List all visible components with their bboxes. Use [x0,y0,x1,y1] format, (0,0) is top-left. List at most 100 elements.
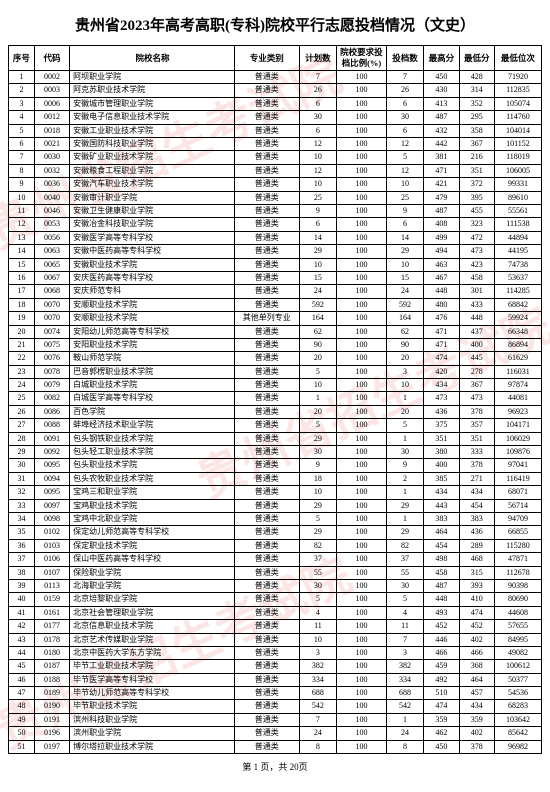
col-header-name: 院校名称 [70,46,235,71]
table-cell: 0177 [34,620,69,633]
table-cell: 毕节工业职业技术学院 [70,660,235,673]
table-cell: 467 [424,271,459,284]
table-row: 60021安徽国防科技职业学院普通类1210012442367101152 [9,138,542,151]
table-cell: 380 [424,446,459,459]
table-cell: 487 [424,111,459,124]
table-cell: 100 [337,499,386,512]
table-cell: 100 [337,472,386,485]
table-cell: 457 [459,687,494,700]
table-cell: 71920 [494,71,541,84]
table-cell: 492 [424,673,459,686]
table-cell: 普通类 [234,218,299,231]
table-cell: 100 [337,298,386,311]
table-cell: 0021 [34,138,69,151]
table-row: 330097宝鸡职业技术学院普通类291002944345456714 [9,499,542,512]
table-cell: 45 [9,660,35,673]
table-cell: 0191 [34,713,69,726]
table-cell: 448 [459,312,494,325]
table-cell: 30 [299,446,337,459]
table-cell: 115280 [494,539,541,552]
table-cell: 保山中医药高等专科学校 [70,553,235,566]
table-cell: 448 [424,593,459,606]
table-cell: 100 [337,446,386,459]
table-cell: 436 [459,526,494,539]
table-body: 10002阿坝职业学院普通类710074504287192020003阿克苏职业… [9,71,542,754]
table-cell: 安顺职业技术学院 [70,312,235,325]
table-cell: 34 [9,512,35,525]
table-cell: 6 [9,138,35,151]
table-row: 450187毕节工业职业技术学院普通类382100382459368100612 [9,660,542,673]
table-cell: 118019 [494,151,541,164]
table-row: 210075安阳职业技术学院普通类901009047140086894 [9,338,542,351]
table-cell: 7 [299,713,337,726]
table-cell: 100 [337,205,386,218]
table-cell: 359 [424,713,459,726]
table-cell: 0180 [34,646,69,659]
table-cell: 0063 [34,245,69,258]
table-row: 510197博尔塔拉职业技术学院普通类8100845037896982 [9,740,542,753]
table-cell: 33 [9,499,35,512]
table-cell: 382 [299,660,337,673]
table-cell: 18 [299,472,337,485]
table-cell: 29 [9,446,35,459]
table-cell: 434 [459,486,494,499]
table-cell: 安徽工业职业技术学院 [70,124,235,137]
table-cell: 100 [337,325,386,338]
table-cell: 普通类 [234,325,299,338]
table-cell: 466 [424,646,459,659]
table-cell: 278 [459,365,494,378]
table-cell: 0075 [34,338,69,351]
table-cell: 100 [337,245,386,258]
table-cell: 2 [386,472,424,485]
table-cell: 100 [337,673,386,686]
table-cell: 487 [424,205,459,218]
table-cell: 普通类 [234,231,299,244]
table-cell: 68842 [494,298,541,311]
table-cell: 25 [386,191,424,204]
table-cell: 68071 [494,486,541,499]
table-cell: 100 [337,84,386,97]
table-cell: 105074 [494,97,541,110]
col-header-ratio: 院校要求投档比例(%) [337,46,386,71]
table-cell: 13 [9,231,35,244]
page-footer: 第 1 页，共 20页 [0,760,550,773]
table-cell: 446 [424,633,459,646]
table-cell: 271 [459,472,494,485]
table-cell: 445 [459,352,494,365]
table-cell: 0088 [34,419,69,432]
table-cell: 44894 [494,231,541,244]
table-cell: 100 [337,606,386,619]
table-cell: 100 [337,164,386,177]
table-cell: 29 [299,526,337,539]
table-cell: 41 [9,606,35,619]
table-cell: 68283 [494,700,541,713]
table-cell: 安阳职业技术学院 [70,338,235,351]
table-cell: 430 [424,84,459,97]
table-cell: 北京社会管理职业学院 [70,606,235,619]
table-cell: 498 [424,553,459,566]
table-cell: 99331 [494,178,541,191]
table-cell: 安徽卫生健康职业学院 [70,205,235,218]
table-cell: 0097 [34,499,69,512]
col-header-min: 最低分 [459,46,494,71]
table-cell: 0065 [34,258,69,271]
table-cell: 100 [337,258,386,271]
table-cell: 164 [299,312,337,325]
table-row: 110046安徽卫生健康职业学院普通类9100948745555561 [9,205,542,218]
table-row: 190070安顺职业技术学院其他单列专业16410016447644859924 [9,312,542,325]
table-cell: 12 [9,218,35,231]
col-header-max: 最高分 [424,46,459,71]
table-cell: 43 [9,633,35,646]
table-cell: 443 [424,499,459,512]
table-row: 470189毕节幼儿师范高等专科学校普通类6881006885104575453… [9,687,542,700]
table-cell: 100 [337,71,386,84]
table-cell: 96923 [494,405,541,418]
table-cell: 10 [9,191,35,204]
table-cell: 3 [386,646,424,659]
table-cell: 10 [299,151,337,164]
table-cell: 0092 [34,446,69,459]
table-cell: 30 [299,111,337,124]
table-row: 170068安庆师范专科普通类2410024448301114285 [9,285,542,298]
table-cell: 其他单列专业 [234,312,299,325]
table-row: 500196滨州职业学院普通类241002446240285642 [9,727,542,740]
